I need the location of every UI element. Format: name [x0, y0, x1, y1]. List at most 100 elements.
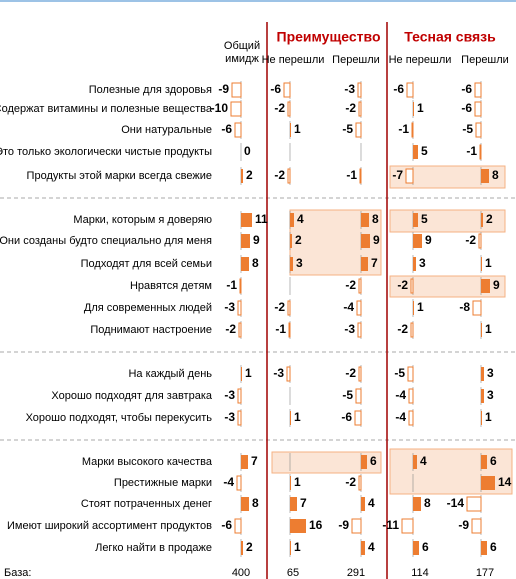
highlight: [389, 209, 506, 233]
value-label: -6: [393, 82, 404, 96]
bar: [355, 388, 362, 404]
value-label: -9: [218, 82, 229, 96]
bar: [413, 145, 418, 159]
value-label: 4: [368, 496, 375, 510]
bar: [237, 410, 242, 426]
bar: [413, 234, 422, 248]
bar: [290, 476, 291, 490]
bar: [474, 101, 482, 117]
row-label: Поднимают настроение: [90, 324, 212, 336]
value-label: -4: [223, 475, 234, 489]
bar: [475, 122, 482, 138]
bar: [358, 475, 362, 491]
value-label: -6: [461, 101, 472, 115]
bar: [410, 322, 414, 338]
row-label: Полезные для здоровья: [89, 84, 212, 96]
bar: [481, 476, 495, 490]
bar: [241, 497, 249, 511]
bar: [413, 497, 421, 511]
value-label: -4: [395, 410, 406, 424]
bar: [354, 410, 362, 426]
value-label: 7: [371, 256, 378, 270]
bar: [481, 367, 484, 381]
value-label: 8: [424, 496, 431, 510]
value-label: -2: [274, 101, 285, 115]
bar: [408, 388, 414, 404]
value-label: -9: [458, 518, 469, 532]
bar: [238, 322, 242, 338]
value-label: 14: [498, 475, 512, 489]
bar: [237, 300, 242, 316]
value-label: 6: [490, 540, 497, 554]
row-label: Они натуральные: [121, 124, 212, 136]
bar: [357, 82, 362, 98]
value-label: 6: [490, 454, 497, 468]
value-label: -4: [343, 300, 354, 314]
base-value: 65: [287, 567, 299, 579]
bar: [290, 123, 291, 137]
column-header: Общий имидж: [223, 40, 261, 65]
value-label: -1: [275, 322, 286, 336]
bar: [241, 257, 249, 271]
row-label: Престижные марки: [114, 477, 212, 489]
bar: [481, 389, 484, 403]
value-label: 3: [487, 366, 494, 380]
bar: [478, 233, 482, 249]
bar: [290, 257, 293, 271]
value-label: -8: [459, 300, 470, 314]
value-label: -5: [462, 122, 473, 136]
bar: [290, 213, 294, 227]
value-label: -10: [211, 101, 229, 115]
bar: [355, 122, 362, 138]
bar: [356, 300, 362, 316]
value-label: 8: [372, 212, 379, 226]
value-label: 9: [253, 233, 260, 247]
bar: [286, 366, 291, 382]
bar: [351, 518, 362, 534]
value-label: 1: [294, 410, 301, 424]
value-label: 11: [255, 212, 268, 226]
bar: [237, 388, 242, 404]
bar: [481, 279, 490, 293]
bar: [408, 410, 414, 426]
value-label: 1: [485, 256, 492, 270]
bar: [358, 278, 362, 294]
bar: [361, 541, 365, 555]
row-label: Марки, которым я доверяю: [73, 214, 212, 226]
row-label: Подходят для всей семьи: [81, 258, 212, 270]
bar: [361, 234, 370, 248]
bar: [405, 168, 414, 184]
value-label: 5: [421, 212, 428, 226]
bar: [287, 300, 291, 316]
value-label: -2: [274, 300, 285, 314]
bar: [361, 213, 369, 227]
value-label: -3: [344, 82, 355, 96]
bar: [413, 213, 418, 227]
value-label: -1: [398, 122, 409, 136]
bar: [241, 367, 242, 381]
value-label: 0: [244, 144, 251, 158]
value-label: 9: [425, 233, 432, 247]
value-label: -3: [224, 300, 235, 314]
bar: [481, 169, 489, 183]
bar: [359, 168, 362, 184]
highlight: [389, 165, 506, 189]
row-label: Нравятся детям: [130, 280, 212, 292]
value-label: -5: [342, 122, 353, 136]
group-title: Тесная связь: [404, 29, 496, 45]
value-label: -2: [345, 278, 356, 292]
value-label: -9: [338, 518, 349, 532]
bar: [413, 541, 419, 555]
bar: [290, 234, 292, 248]
value-label: 6: [370, 454, 377, 468]
value-label: -2: [274, 168, 285, 182]
highlight: [389, 275, 506, 298]
bar: [413, 301, 414, 315]
base-value: 114: [411, 567, 429, 579]
bar: [361, 455, 367, 469]
value-label: -6: [270, 82, 281, 96]
value-label: 3: [419, 256, 426, 270]
row-label: Хорошо подходят для завтрака: [51, 390, 212, 402]
bar: [406, 82, 414, 98]
